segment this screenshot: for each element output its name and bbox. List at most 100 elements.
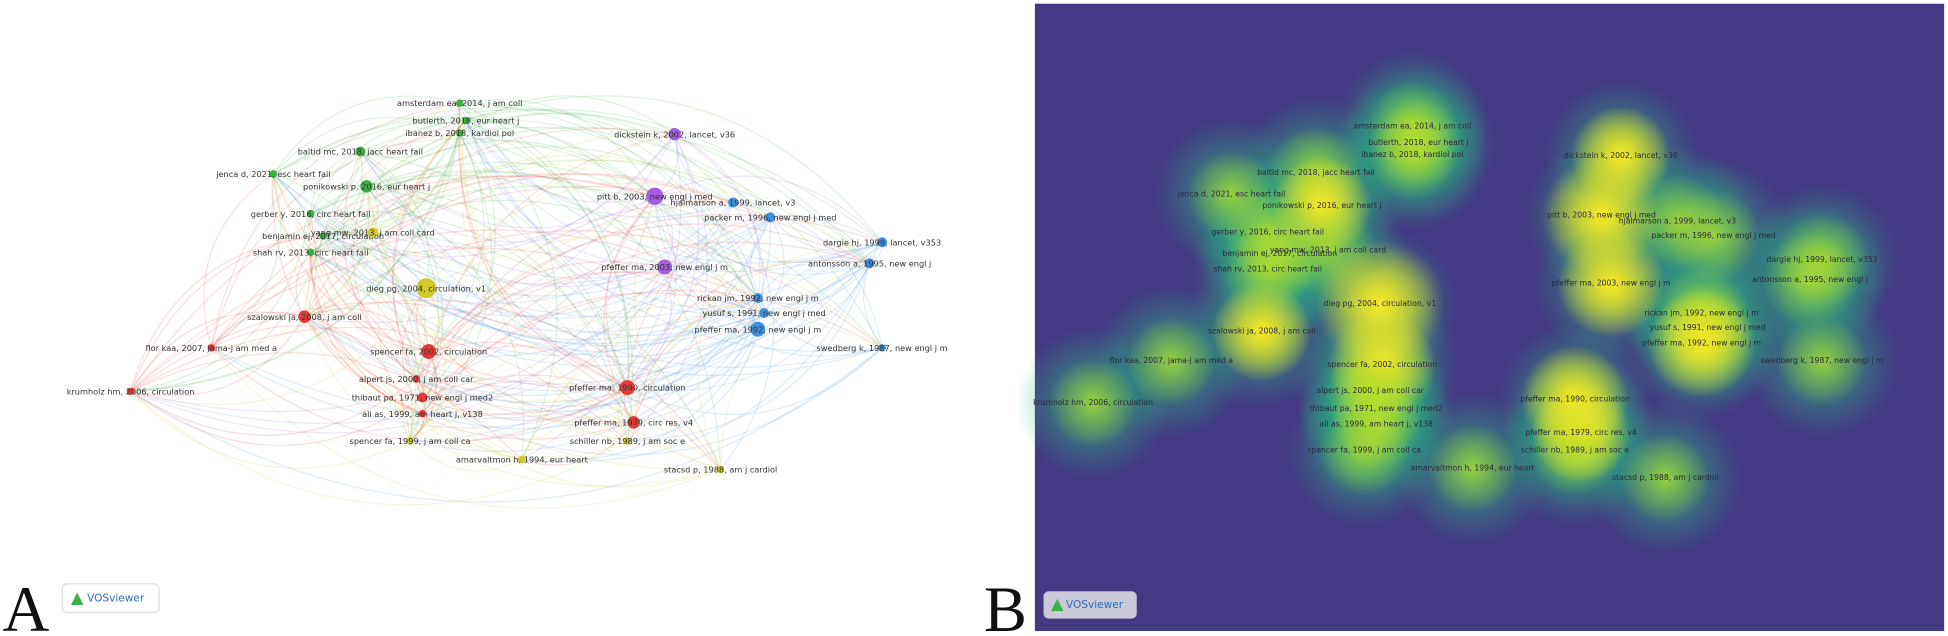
density-label: spencer fa, 2002, circulation <box>1327 360 1437 369</box>
density-label: swedberg k, 1987, new engl j m <box>1760 356 1883 365</box>
edge <box>310 151 363 253</box>
edge <box>130 132 461 392</box>
edge <box>465 120 665 268</box>
edge <box>459 132 765 315</box>
edge <box>459 102 759 299</box>
density-label: thibaut pa, 1971, new engl j med2 <box>1310 404 1443 413</box>
edge <box>304 232 374 318</box>
density-label: dieg pg, 2004, circulation, v1 <box>1324 299 1437 308</box>
edge <box>459 102 630 388</box>
edge <box>322 119 466 237</box>
edge <box>323 233 722 470</box>
edge <box>521 328 759 463</box>
edge <box>425 287 759 352</box>
node <box>418 409 427 418</box>
edge <box>757 263 871 331</box>
edge <box>459 102 765 314</box>
edge <box>372 154 771 233</box>
edge <box>421 133 675 398</box>
edge <box>129 231 373 392</box>
edge <box>359 151 665 279</box>
edge <box>372 159 871 264</box>
edge <box>422 297 759 430</box>
node-label: pfeffer ma, 1990, circulation <box>569 383 686 393</box>
node-label: pfeffer ma, 1992, new engl j m <box>695 324 822 334</box>
edge <box>366 185 656 243</box>
edge <box>428 202 734 357</box>
edge <box>304 316 628 415</box>
edge <box>763 260 870 314</box>
edge <box>626 216 771 388</box>
node-label: baltid mc, 2018, jacc heart fail <box>298 147 423 157</box>
edge <box>372 232 634 423</box>
edge <box>272 173 317 317</box>
density-label: pitt b, 2003, new engl j med <box>1547 211 1656 220</box>
edge <box>322 102 461 237</box>
edge <box>409 132 493 442</box>
node-label: pfeffer ma, 2003, new engl j m <box>601 262 728 272</box>
node-label: dickstein k, 2002, lancet, v36 <box>614 129 735 139</box>
edge <box>310 174 666 268</box>
node-label: butlerth, 2018, eur heart j <box>413 116 520 126</box>
node <box>877 237 888 248</box>
node-label: jenca d, 2021, esc heart fail <box>215 169 330 179</box>
edge <box>272 173 883 318</box>
density-mid <box>1530 405 1620 496</box>
node-label: flor kaa, 2007, jama-j am med a <box>146 343 278 353</box>
edge <box>272 173 628 390</box>
edge <box>521 134 682 461</box>
edge <box>719 262 870 470</box>
node <box>627 416 640 429</box>
edge <box>372 162 656 233</box>
node <box>878 344 886 352</box>
edge <box>322 235 870 347</box>
edge <box>304 103 461 318</box>
edge <box>457 103 628 389</box>
density-mid <box>1427 423 1518 514</box>
edge <box>310 252 429 353</box>
density-panel: amsterdam ea, 2014, j am coll butlerth, 2… <box>984 3 1945 636</box>
density-label: alpert js, 2000, j am coll car <box>1316 386 1424 395</box>
edge <box>425 216 771 319</box>
logo-icon <box>1051 598 1064 612</box>
edge <box>409 133 675 442</box>
edge <box>360 151 430 289</box>
density-label: pfeffer ma, 1979, circ res, v4 <box>1525 428 1637 437</box>
edge <box>310 213 759 341</box>
edge <box>401 287 427 414</box>
nodes: amsterdam ea, 2014, j am coll butlerth, 2… <box>67 98 948 474</box>
density-label: rickan jm, 1992, new engl j m <box>1644 309 1758 318</box>
edge <box>633 298 759 423</box>
edge <box>310 251 759 356</box>
node-label: swedberg k, 1987, new engl j m <box>817 343 948 353</box>
edge <box>421 241 870 415</box>
node <box>406 437 414 445</box>
edge <box>310 150 361 214</box>
density-core <box>1212 281 1312 382</box>
edge <box>459 102 759 330</box>
density-label: ibanez b, 2018, kardiol pol <box>1361 150 1463 159</box>
edge <box>732 201 883 348</box>
node <box>417 392 428 403</box>
node-label: ibanez b, 2018, kardiol pol <box>405 128 514 138</box>
edge <box>674 134 734 204</box>
edge <box>409 201 734 442</box>
edge <box>130 120 467 392</box>
edge <box>304 316 411 442</box>
edge <box>770 214 871 264</box>
edge <box>465 119 666 268</box>
edge <box>459 103 721 471</box>
edge <box>654 195 883 263</box>
edge <box>360 120 467 159</box>
edge <box>465 120 655 203</box>
density-label: butlerth, 2018, eur heart j <box>1368 138 1468 147</box>
node <box>367 227 378 238</box>
density-label: ponikowski p, 2016, eur heart j <box>1262 201 1381 210</box>
density-mid <box>1666 188 1761 284</box>
node <box>518 455 526 464</box>
edge <box>410 202 734 442</box>
edge <box>304 316 759 404</box>
network-panel: amsterdam ea, 2014, j am coll butlerth, 2… <box>3 95 948 636</box>
edge <box>322 235 417 442</box>
edge <box>130 229 759 392</box>
